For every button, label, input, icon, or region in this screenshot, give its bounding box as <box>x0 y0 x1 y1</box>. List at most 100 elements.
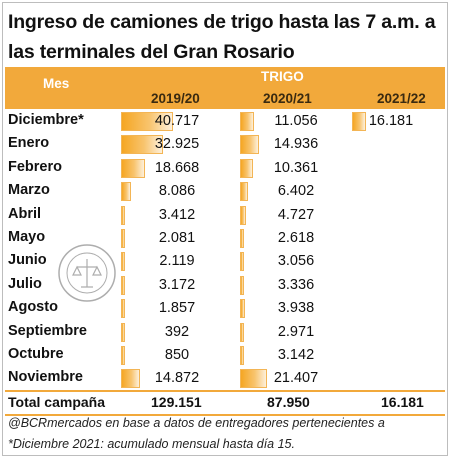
value-text: 2.119 <box>159 253 195 270</box>
month-label: Enero <box>8 135 50 152</box>
value-text: 11.056 <box>274 113 318 129</box>
data-bar <box>121 345 125 365</box>
value-text: 3.172 <box>158 276 196 293</box>
value-text: 14.936 <box>273 136 319 153</box>
data-bar <box>240 112 255 131</box>
value-text: 3.938 <box>277 300 315 317</box>
month-label: Agosto <box>8 299 58 316</box>
data-bar <box>121 158 145 178</box>
data-bar <box>240 158 254 178</box>
value-text: 8.086 <box>158 183 196 200</box>
data-bar <box>352 112 367 131</box>
value-cell-1: 32.925 <box>121 135 233 155</box>
table-row: Mayo 2.081 2.618 <box>5 227 445 250</box>
data-bar <box>240 228 244 248</box>
value-cell-3: 16.181 <box>352 112 430 131</box>
value-cell-3 <box>352 346 430 365</box>
data-bar <box>121 228 125 248</box>
year-header-2: 2020/21 <box>263 91 312 106</box>
value-text: 3.336 <box>277 276 315 293</box>
month-label: Noviembre <box>8 369 83 386</box>
value-cell-1: 2.081 <box>121 228 233 248</box>
value-cell-2: 3.336 <box>240 275 352 295</box>
value-cell-3 <box>352 323 430 342</box>
data-bar <box>240 275 245 295</box>
value-text: 2.618 <box>277 229 315 246</box>
value-text: 21.407 <box>273 370 319 387</box>
data-bar <box>121 135 163 155</box>
value-text: 6.402 <box>277 183 315 200</box>
total-value-2: 87.950 <box>267 394 310 410</box>
month-label: Febrero <box>8 158 62 175</box>
value-cell-2: 3.056 <box>240 252 352 272</box>
value-text: 1.857 <box>158 300 196 317</box>
value-cell-1: 3.412 <box>121 205 233 225</box>
value-cell-1: 14.872 <box>121 369 233 389</box>
value-cell-1: 2.119 <box>121 252 233 272</box>
value-cell-3 <box>352 159 430 178</box>
data-bar <box>240 299 245 319</box>
group-header: TRIGO <box>261 69 304 84</box>
month-label: Septiembre <box>8 322 87 339</box>
value-cell-1: 18.668 <box>121 158 233 178</box>
data-bar <box>121 275 126 295</box>
value-text: 3.056 <box>277 253 315 270</box>
table-row: Diciembre* 40.717 11.056 16.181 <box>5 110 445 133</box>
table-row: Septiembre 392 2.971 <box>5 321 445 344</box>
data-bar <box>121 205 126 225</box>
value-cell-2: 11.056 <box>240 112 352 131</box>
value-cell-3 <box>352 369 430 388</box>
data-bar <box>240 205 247 225</box>
table-row: Febrero 18.668 10.361 <box>5 157 445 180</box>
value-text: 10.361 <box>273 159 319 176</box>
value-cell-1: 850 <box>121 345 233 365</box>
footnote: *Diciembre 2021: acumulado mensual hasta… <box>8 437 295 451</box>
data-bar <box>121 369 140 389</box>
month-label: Junio <box>8 252 47 269</box>
month-label: Octubre <box>8 345 64 362</box>
data-bar <box>240 135 260 155</box>
data-bar <box>240 369 268 389</box>
month-label: Diciembre* <box>8 112 84 128</box>
table-row: Enero 32.925 14.936 <box>5 133 445 156</box>
value-text: 40.717 <box>154 113 200 129</box>
value-text: 2.971 <box>277 323 315 340</box>
month-label: Marzo <box>8 182 50 199</box>
table-row: Marzo 8.086 6.402 <box>5 180 445 203</box>
month-column-header: Mes <box>43 76 70 91</box>
value-cell-1: 392 <box>121 322 233 342</box>
value-text: 18.668 <box>154 159 200 176</box>
table-header: Mes TRIGO 2019/20 2020/21 2021/22 <box>5 67 445 109</box>
table-body: Diciembre* 40.717 11.056 16.181 Enero 32.925 1… <box>5 110 445 391</box>
month-label: Mayo <box>8 228 46 245</box>
data-bar <box>240 182 249 202</box>
value-cell-2: 14.936 <box>240 135 352 155</box>
value-cell-1: 1.857 <box>121 299 233 319</box>
value-text: 850 <box>164 346 190 363</box>
total-value-1: 129.151 <box>151 394 202 410</box>
value-cell-2: 21.407 <box>240 369 352 389</box>
value-cell-3 <box>352 206 430 225</box>
month-label: Abril <box>8 205 42 222</box>
table-row: Junio 2.119 3.056 <box>5 250 445 273</box>
value-text: 392 <box>164 323 190 340</box>
total-row: Total campaña 129.151 87.950 16.181 <box>5 390 445 416</box>
value-cell-2: 3.142 <box>240 345 352 365</box>
value-text: 16.181 <box>368 113 414 129</box>
data-bar <box>240 322 244 342</box>
value-text: 3.412 <box>158 206 196 223</box>
value-cell-1: 8.086 <box>121 182 233 202</box>
value-text: 4.727 <box>277 206 315 223</box>
value-cell-3 <box>352 182 430 201</box>
total-value-3: 16.181 <box>381 394 424 410</box>
table-row: Abril 3.412 4.727 <box>5 204 445 227</box>
value-cell-2: 4.727 <box>240 205 352 225</box>
table-row: Noviembre 14.872 21.407 <box>5 367 445 390</box>
data-bar <box>121 299 125 319</box>
table-card: Ingreso de camiones de trigo hasta las 7… <box>2 2 448 456</box>
value-cell-2: 3.938 <box>240 299 352 319</box>
month-label: Julio <box>8 275 42 292</box>
value-cell-2: 10.361 <box>240 158 352 178</box>
table-row: Octubre 850 3.142 <box>5 344 445 367</box>
value-text: 14.872 <box>154 370 200 387</box>
